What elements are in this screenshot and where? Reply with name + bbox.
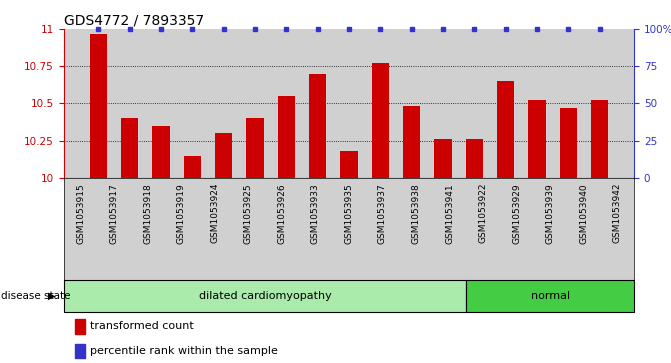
Bar (75, 319, 85, 334)
Text: GSM1053939: GSM1053939 (546, 183, 555, 244)
Text: GSM1053941: GSM1053941 (445, 183, 454, 244)
Text: GDS4772 / 7893357: GDS4772 / 7893357 (64, 14, 204, 28)
Text: GSM1053937: GSM1053937 (378, 183, 387, 244)
Text: GSM1053940: GSM1053940 (579, 183, 588, 244)
Text: GSM1053933: GSM1053933 (311, 183, 320, 244)
Text: percentile rank within the sample: percentile rank within the sample (90, 346, 278, 356)
Text: GSM1053924: GSM1053924 (210, 183, 219, 244)
Text: transformed count: transformed count (90, 321, 194, 331)
Text: normal: normal (531, 291, 570, 301)
Bar (497, 81, 514, 178)
Text: GSM1053925: GSM1053925 (244, 183, 253, 244)
Bar (90, 33, 107, 178)
Bar (434, 139, 452, 178)
Bar (309, 74, 326, 178)
Bar (246, 118, 264, 178)
Text: GSM1053942: GSM1053942 (613, 183, 622, 244)
Text: GSM1053938: GSM1053938 (411, 183, 421, 244)
Bar (121, 118, 138, 178)
Text: dilated cardiomyopathy: dilated cardiomyopathy (199, 291, 331, 301)
Bar (403, 106, 420, 178)
Text: GSM1053929: GSM1053929 (512, 183, 521, 244)
Text: GSM1053935: GSM1053935 (344, 183, 354, 244)
Text: GSM1053918: GSM1053918 (143, 183, 152, 244)
Bar (215, 133, 232, 178)
Bar (372, 63, 389, 178)
Text: GSM1053915: GSM1053915 (76, 183, 85, 244)
Text: disease state: disease state (1, 291, 70, 301)
Text: GSM1053917: GSM1053917 (109, 183, 119, 244)
Text: ▶: ▶ (48, 291, 55, 301)
Bar (591, 101, 608, 178)
Bar (152, 126, 170, 178)
Bar (340, 151, 358, 178)
Bar (466, 280, 634, 312)
Text: GSM1053919: GSM1053919 (176, 183, 186, 244)
Text: GSM1053926: GSM1053926 (277, 183, 287, 244)
Bar (466, 139, 483, 178)
Bar (278, 96, 295, 178)
Bar (64, 280, 466, 312)
Bar (528, 101, 546, 178)
Bar (560, 108, 577, 178)
Bar (184, 155, 201, 178)
Text: GSM1053922: GSM1053922 (478, 183, 488, 244)
Bar (75, 344, 85, 358)
